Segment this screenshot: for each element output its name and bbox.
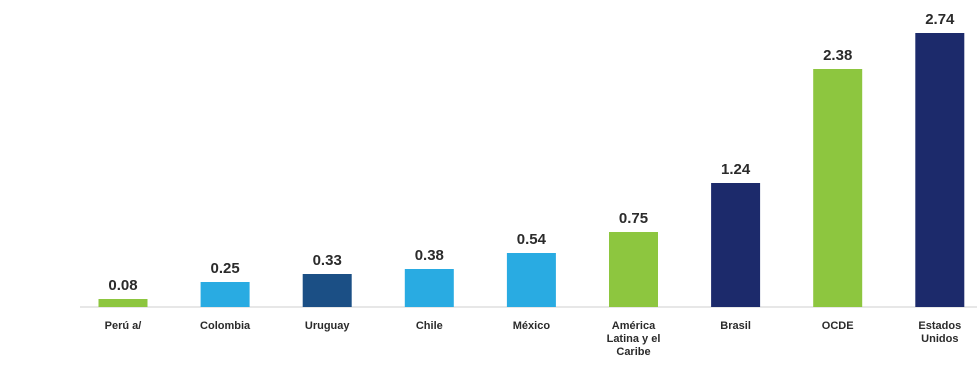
value-label-0: 0.08 bbox=[108, 277, 137, 294]
category-label-2-line-0: Uruguay bbox=[305, 320, 351, 332]
category-labels-group: Perú a/Colombia Uruguay Chile México América… bbox=[105, 320, 962, 358]
category-label-7-line-0: OCDE bbox=[822, 320, 854, 332]
category-label-8-line-0: Estados bbox=[918, 320, 961, 332]
bar-4 bbox=[506, 253, 556, 307]
value-label-7: 2.38 bbox=[823, 47, 852, 64]
bar-7 bbox=[813, 69, 863, 307]
bar-1 bbox=[200, 282, 250, 307]
value-label-3: 0.38 bbox=[415, 247, 444, 264]
value-label-2: 0.33 bbox=[313, 252, 342, 269]
category-label-3-line-0: Chile bbox=[416, 320, 443, 332]
bars-group bbox=[98, 33, 965, 307]
category-label-3: Chile bbox=[416, 320, 443, 332]
category-label-8: Estados Unidos bbox=[918, 320, 961, 345]
category-label-4: México bbox=[513, 320, 551, 332]
value-labels-group: 0.08 0.25 0.33 0.38 0.54 0.75 1.24 2.38 2.74 bbox=[108, 11, 955, 294]
category-label-1: Colombia bbox=[200, 320, 251, 332]
value-label-5: 0.75 bbox=[619, 210, 648, 227]
category-label-4-line-0: México bbox=[513, 320, 551, 332]
category-label-5-line-1: Latina y el bbox=[607, 333, 661, 345]
value-label-1: 0.25 bbox=[210, 260, 239, 277]
value-label-6: 1.24 bbox=[721, 161, 751, 178]
value-label-8: 2.74 bbox=[925, 11, 955, 28]
category-label-6: Brasil bbox=[720, 320, 751, 332]
bar-0 bbox=[98, 299, 148, 307]
bar-3 bbox=[404, 269, 454, 307]
category-label-1-line-0: Colombia bbox=[200, 320, 251, 332]
category-label-2: Uruguay bbox=[305, 320, 351, 332]
category-label-5: América Latina y el Caribe bbox=[607, 320, 661, 358]
bar-5 bbox=[609, 232, 658, 307]
category-label-0: Perú a/ bbox=[105, 320, 142, 332]
category-label-0-line-0: Perú a/ bbox=[105, 320, 142, 332]
category-label-8-line-1: Unidos bbox=[921, 333, 958, 345]
category-label-6-line-0: Brasil bbox=[720, 320, 751, 332]
category-label-5-line-0: América bbox=[612, 320, 656, 332]
value-label-4: 0.54 bbox=[517, 231, 547, 248]
bar-6 bbox=[711, 183, 761, 307]
bar-2 bbox=[302, 274, 352, 307]
bar-8 bbox=[915, 33, 965, 307]
category-label-5-line-2: Caribe bbox=[616, 346, 650, 358]
category-label-7: OCDE bbox=[822, 320, 854, 332]
